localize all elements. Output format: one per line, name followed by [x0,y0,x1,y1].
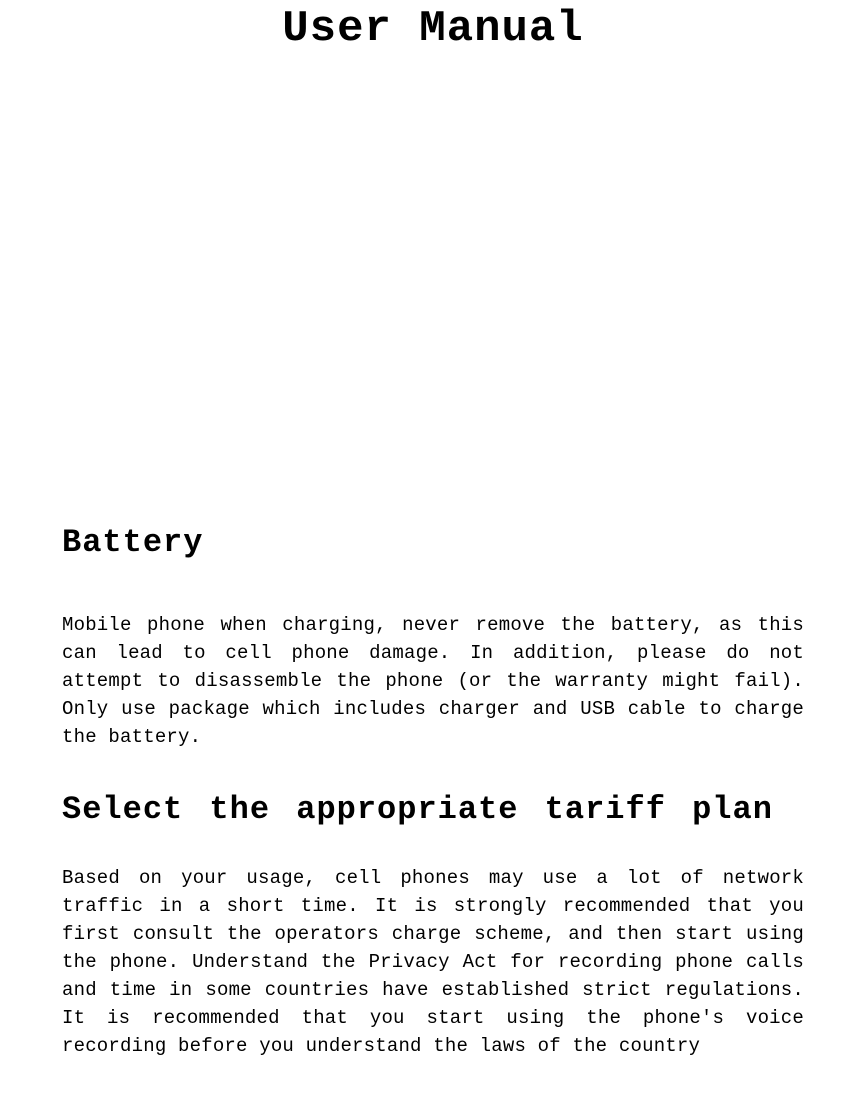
section-body-battery: Mobile phone when charging, never remove… [62,611,804,751]
section-heading-tariff: Select the appropriate tariff plan [62,791,804,828]
page-title: User Manual [62,4,804,54]
section-body-tariff: Based on your usage, cell phones may use… [62,864,804,1060]
section-heading-battery: Battery [62,524,804,561]
